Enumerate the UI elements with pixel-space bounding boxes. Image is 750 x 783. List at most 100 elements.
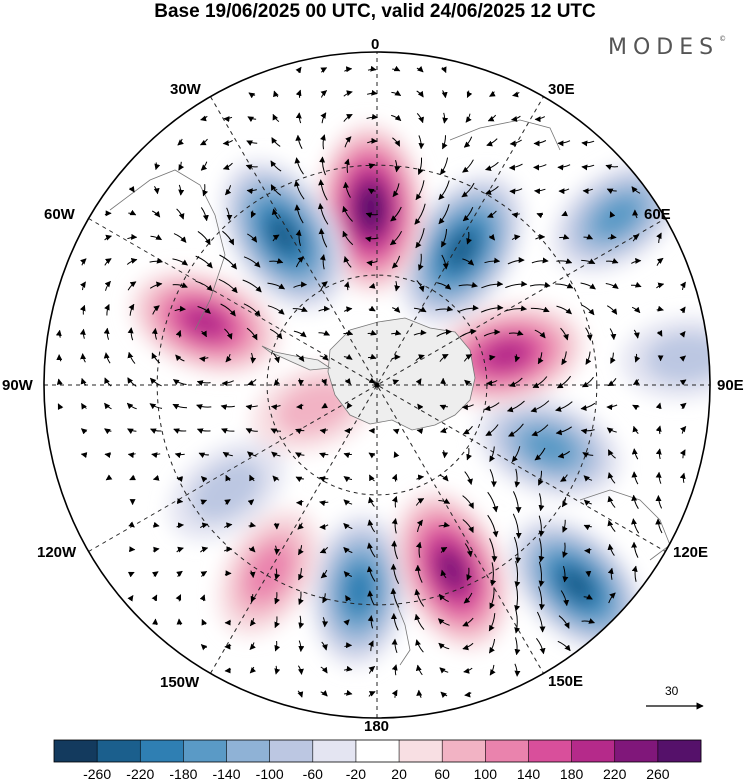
wind-vector xyxy=(462,617,474,627)
wind-vector xyxy=(560,327,569,341)
colorbar-label: 220 xyxy=(603,766,627,782)
wind-vector xyxy=(298,615,305,629)
wind-vector xyxy=(245,428,258,434)
wind-vector xyxy=(438,204,450,225)
wind-vector xyxy=(485,186,499,195)
wind-vector xyxy=(609,328,617,341)
wind-vector xyxy=(631,306,641,314)
wind-vector xyxy=(342,181,351,198)
wind-vector xyxy=(274,640,281,652)
wind-vector xyxy=(128,521,135,528)
wind-vector xyxy=(632,234,640,242)
wind-vector xyxy=(151,571,159,578)
colorbar-label: -60 xyxy=(302,766,323,782)
wind-vector xyxy=(225,185,232,196)
wind-vector xyxy=(416,428,424,435)
wind-vector xyxy=(321,641,328,651)
wind-vector xyxy=(368,452,376,459)
wind-vector xyxy=(343,256,352,268)
wind-vector xyxy=(414,613,425,630)
wind-vector xyxy=(608,592,616,604)
wind-vector xyxy=(197,306,211,314)
pole-dot xyxy=(374,382,380,388)
wind-vector xyxy=(605,164,619,170)
wind-vector xyxy=(440,546,448,553)
wind-vector xyxy=(560,474,568,482)
colorbar-swatch xyxy=(485,740,529,762)
wind-vector xyxy=(368,377,376,384)
wind-vector xyxy=(585,327,593,341)
wind-vector xyxy=(200,546,209,553)
colorbar-label: 100 xyxy=(473,766,497,782)
wind-vector xyxy=(655,495,663,509)
wind-vector xyxy=(320,666,328,674)
wind-vector xyxy=(464,691,472,698)
wind-vector xyxy=(679,449,686,459)
wind-vector xyxy=(317,203,329,225)
wind-vector xyxy=(249,642,256,650)
wind-vector xyxy=(555,426,572,436)
wind-vector xyxy=(220,303,236,317)
wind-vector xyxy=(127,233,138,240)
wind-vector xyxy=(273,522,280,530)
wind-vector xyxy=(679,355,686,362)
wind-vector xyxy=(440,569,447,579)
wind-vector xyxy=(218,278,238,294)
wind-vector xyxy=(534,447,546,461)
wind-vector xyxy=(343,546,353,554)
wind-vector xyxy=(128,185,135,193)
wind-vector xyxy=(488,354,496,361)
wind-vector xyxy=(582,188,593,195)
wind-vector xyxy=(463,667,473,674)
lon-label-180: 180 xyxy=(364,718,390,735)
wind-vector xyxy=(126,402,137,410)
wind-vector xyxy=(367,329,377,336)
meridian-line xyxy=(88,218,666,552)
wind-vector xyxy=(679,331,686,338)
wind-vector xyxy=(438,642,450,650)
wind-vector xyxy=(298,591,304,605)
wind-vector xyxy=(483,329,501,337)
wind-vector xyxy=(538,515,545,537)
wind-vector xyxy=(176,498,184,505)
wind-vector xyxy=(225,353,232,363)
wind-vector xyxy=(176,476,184,482)
wind-vector xyxy=(343,329,354,336)
wind-vector xyxy=(390,587,400,608)
wind-vector xyxy=(585,570,592,578)
wind-vector xyxy=(320,690,328,697)
wind-vector xyxy=(365,212,378,219)
wind-vector xyxy=(222,230,235,246)
wind-vector xyxy=(319,523,329,530)
wind-vector xyxy=(464,379,472,387)
wind-vector xyxy=(634,353,641,363)
wind-vector xyxy=(249,474,255,482)
wind-vector xyxy=(80,258,87,266)
colorbar-label: -260 xyxy=(83,766,112,782)
wind-vector xyxy=(79,328,86,339)
wind-vector xyxy=(248,545,256,553)
wind-vector xyxy=(295,112,302,124)
wind-vector xyxy=(246,327,258,341)
wind-vector xyxy=(464,471,473,485)
wind-vector xyxy=(298,568,304,581)
wind-vector xyxy=(656,257,664,266)
wind-vector xyxy=(607,472,616,484)
anomaly-blob xyxy=(393,490,510,651)
wind-vector xyxy=(127,428,137,435)
wind-vector xyxy=(532,376,548,388)
wind-vector xyxy=(367,188,376,195)
wind-vector xyxy=(631,471,639,485)
wind-vector xyxy=(224,619,232,626)
wind-vector xyxy=(462,207,474,222)
wind-vector xyxy=(293,180,305,200)
wind-vector xyxy=(270,428,282,434)
map-boundary xyxy=(43,51,711,719)
wind-vector xyxy=(392,137,401,147)
wind-vector xyxy=(152,546,160,553)
wind-vector xyxy=(343,522,353,530)
wind-vector xyxy=(199,356,209,363)
wind-vector xyxy=(128,209,137,216)
wind-vector xyxy=(296,499,304,506)
wind-vector xyxy=(489,91,496,97)
